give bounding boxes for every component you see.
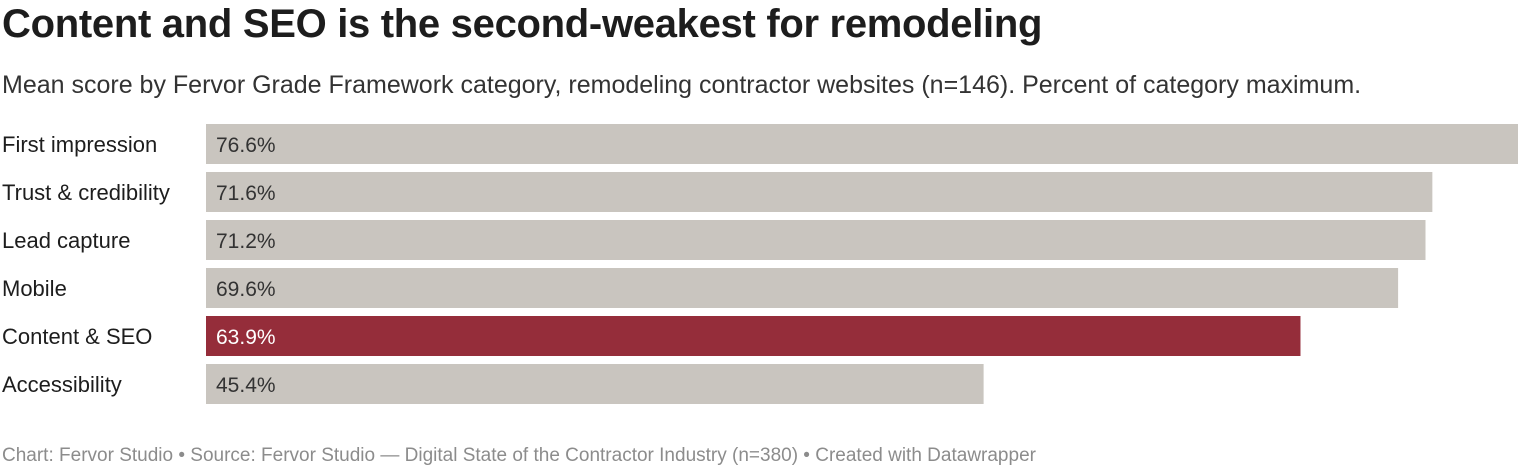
category-label-accessibility: Accessibility — [2, 372, 122, 397]
category-label-first-impression: First impression — [2, 132, 157, 157]
bar-mobile — [206, 268, 1399, 308]
value-label-trust-and-credibility: 71.6% — [216, 182, 276, 205]
value-label-first-impression: 76.6% — [216, 134, 276, 157]
value-label-lead-capture: 71.2% — [216, 230, 276, 253]
value-label-content-and-seo: 63.9% — [216, 326, 276, 349]
category-label-lead-capture: Lead capture — [2, 228, 130, 253]
category-label-mobile: Mobile — [2, 276, 67, 301]
bar-accessibility — [206, 364, 984, 404]
bar-trust-and-credibility — [206, 172, 1433, 212]
category-label-content-and-seo: Content & SEO — [2, 324, 152, 349]
bar-first-impression — [206, 124, 1518, 164]
bar-content-and-seo — [206, 316, 1301, 356]
bar-chart: First impression 76.6% Trust & credibility… — [2, 124, 1518, 404]
value-label-mobile: 69.6% — [216, 278, 276, 301]
category-label-trust-and-credibility: Trust & credibility — [2, 180, 170, 205]
bar-lead-capture — [206, 220, 1426, 260]
value-label-accessibility: 45.4% — [216, 374, 276, 397]
chart-title: Content and SEO is the second-weakest fo… — [2, 2, 1043, 46]
chart-footer: Chart: Fervor Studio • Source: Fervor St… — [2, 445, 1036, 466]
chart-subtitle: Mean score by Fervor Grade Framework cat… — [2, 71, 1362, 99]
